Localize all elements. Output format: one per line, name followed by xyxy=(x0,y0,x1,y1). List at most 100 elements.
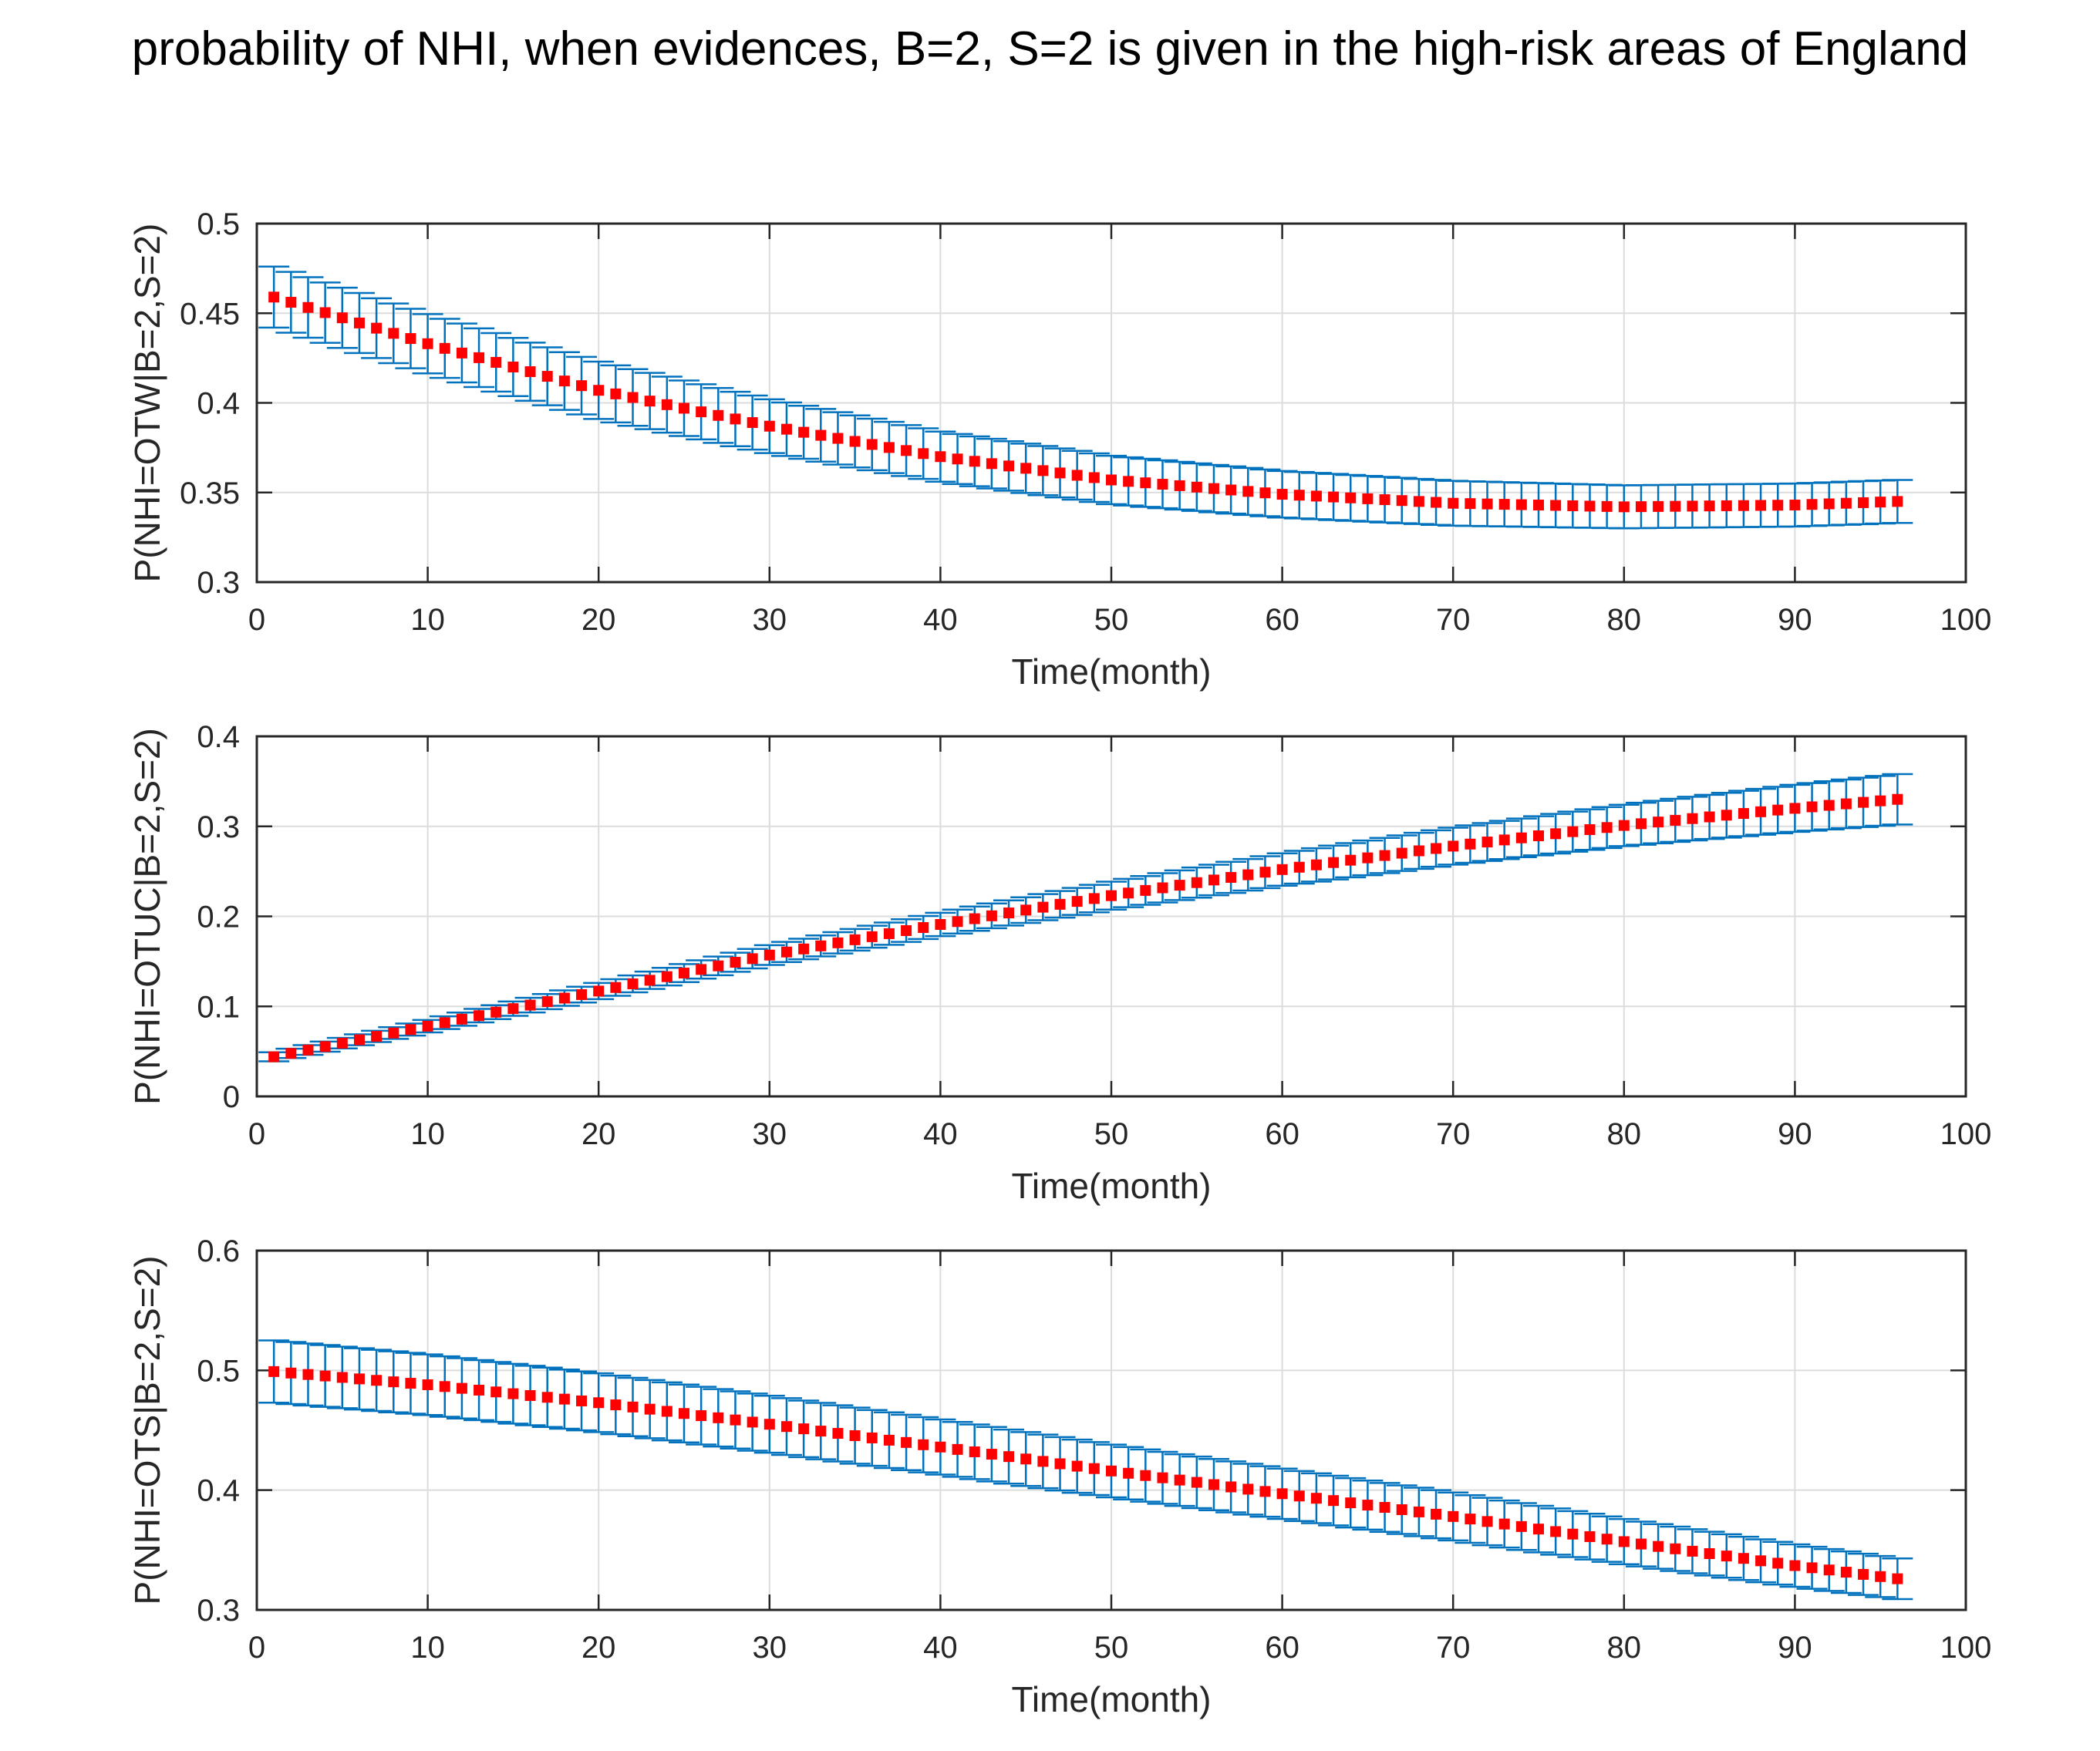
data-point xyxy=(730,957,741,968)
data-point xyxy=(1191,877,1202,888)
data-point xyxy=(832,937,844,948)
data-point xyxy=(302,1369,314,1380)
data-point xyxy=(558,1393,570,1405)
x-tick-label: 60 xyxy=(1265,1117,1299,1151)
x-tick-label: 0 xyxy=(248,1631,265,1665)
data-point xyxy=(986,1449,997,1460)
data-point xyxy=(798,1423,810,1435)
x-tick-label: 40 xyxy=(923,603,958,637)
data-point xyxy=(627,392,639,403)
data-point xyxy=(319,1370,331,1382)
data-point xyxy=(1670,500,1681,512)
data-point xyxy=(1755,500,1767,511)
data-point xyxy=(1174,480,1185,491)
data-point xyxy=(1738,808,1749,820)
data-point xyxy=(1396,847,1407,859)
data-point xyxy=(1191,1477,1202,1488)
data-point xyxy=(1550,828,1562,840)
data-point xyxy=(1123,1467,1134,1479)
data-point xyxy=(1003,907,1015,919)
data-point xyxy=(1191,481,1202,493)
data-point xyxy=(1157,479,1168,490)
data-point xyxy=(1687,500,1698,512)
data-point xyxy=(1892,496,1903,507)
data-point xyxy=(1037,1456,1049,1467)
data-point xyxy=(456,347,467,359)
data-point xyxy=(713,960,724,971)
y-tick-label: 0.6 xyxy=(197,1234,240,1268)
data-point xyxy=(610,982,622,993)
data-point xyxy=(1106,1465,1117,1477)
data-point xyxy=(1704,500,1715,512)
data-point xyxy=(1533,1524,1544,1535)
data-point xyxy=(747,953,758,965)
data-point xyxy=(1396,495,1407,507)
data-point xyxy=(1840,497,1852,509)
data-point xyxy=(1431,497,1442,508)
data-point xyxy=(832,1428,844,1440)
data-point xyxy=(1276,489,1288,500)
data-point xyxy=(1823,498,1835,510)
data-point xyxy=(952,453,963,465)
data-point xyxy=(610,388,622,399)
data-point xyxy=(1225,484,1237,496)
data-point xyxy=(1157,1472,1168,1483)
data-point xyxy=(371,1375,383,1386)
data-point xyxy=(918,1439,929,1450)
data-point xyxy=(627,978,639,990)
data-point xyxy=(593,1397,605,1409)
x-tick-label: 90 xyxy=(1778,1631,1812,1665)
data-point xyxy=(1465,498,1476,510)
data-point xyxy=(1840,1567,1852,1578)
data-point xyxy=(1259,1486,1271,1497)
data-point xyxy=(1123,887,1134,899)
axes-box xyxy=(255,1249,1967,1611)
data-point xyxy=(541,1392,553,1403)
data-point xyxy=(1020,1453,1032,1465)
data-point xyxy=(849,436,861,447)
data-point xyxy=(474,352,485,363)
x-tick-label: 0 xyxy=(248,1117,265,1151)
y-tick-label: 0.4 xyxy=(197,387,240,421)
data-point xyxy=(901,445,912,456)
data-point xyxy=(1584,1530,1596,1542)
data-point xyxy=(1362,852,1374,864)
data-point xyxy=(610,1399,622,1411)
data-point xyxy=(1840,798,1852,810)
data-point xyxy=(866,439,878,450)
data-point xyxy=(1328,857,1340,868)
data-point xyxy=(490,1386,502,1398)
data-point xyxy=(1054,898,1066,910)
data-point xyxy=(1293,861,1305,873)
x-tick-label: 30 xyxy=(753,1631,787,1665)
x-tick-label: 30 xyxy=(753,603,787,637)
data-point xyxy=(1174,1474,1185,1486)
data-point xyxy=(1584,500,1596,512)
axes-box xyxy=(255,222,1967,584)
data-point xyxy=(576,988,588,1000)
data-point xyxy=(901,924,912,936)
y-axis-label: P(NHI=OTW|B=2,S=2) xyxy=(127,224,167,583)
data-point xyxy=(1413,496,1424,507)
data-point xyxy=(713,1412,724,1423)
data-point xyxy=(1789,500,1801,511)
data-point xyxy=(1225,871,1237,883)
data-point xyxy=(1413,1506,1424,1517)
y-tick-label: 0.4 xyxy=(197,1474,240,1508)
data-point xyxy=(935,919,946,931)
data-point xyxy=(1259,487,1271,499)
data-point xyxy=(713,409,724,421)
data-point xyxy=(1892,793,1903,805)
data-point xyxy=(1772,500,1784,511)
x-tick-label: 70 xyxy=(1436,603,1471,637)
data-point xyxy=(1293,490,1305,501)
data-point xyxy=(1208,1479,1219,1490)
data-point xyxy=(1140,884,1151,896)
data-point xyxy=(524,999,536,1011)
data-point xyxy=(1310,859,1322,870)
x-tick-label: 100 xyxy=(1940,603,1992,637)
y-tick-label: 0.2 xyxy=(197,901,240,934)
x-axis-label: Time(month) xyxy=(1012,1679,1212,1719)
x-tick-label: 50 xyxy=(1094,1117,1129,1151)
